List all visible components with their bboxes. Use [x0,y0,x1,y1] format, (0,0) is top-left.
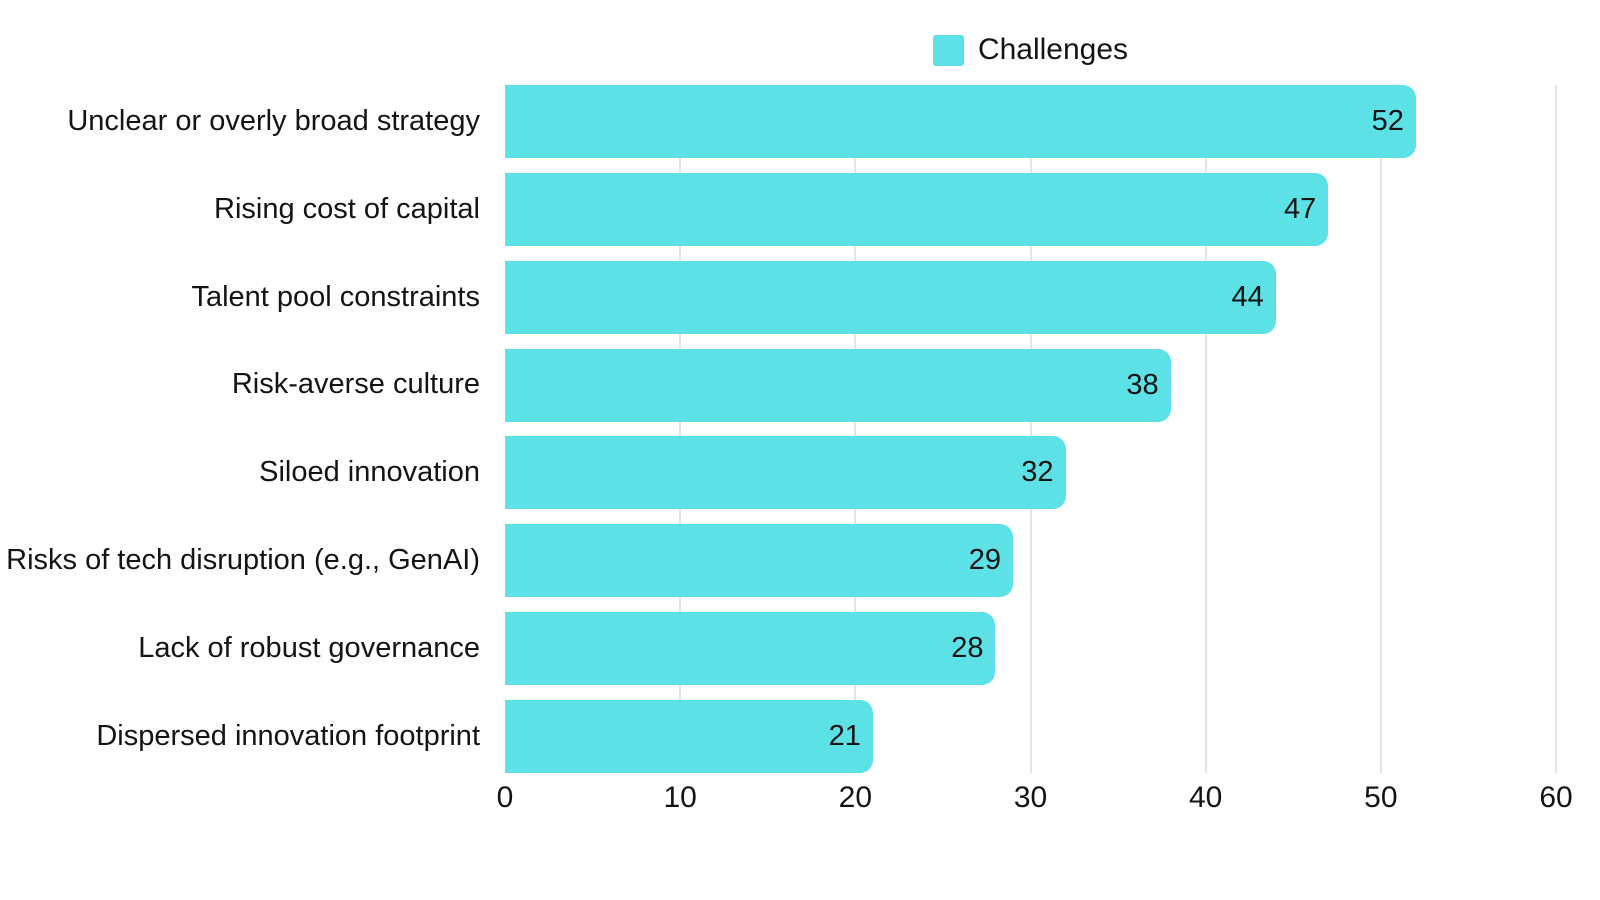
plot-area: 52 47 44 38 32 29 28 21 [505,85,1557,773]
gridline-20 [854,85,857,773]
bar-4: 32 [505,436,1066,510]
x-tick-label-10: 10 [663,781,697,814]
bar-value-label: 21 [828,719,861,752]
bar-value-label: 38 [1126,368,1159,401]
bar-row: 38 [505,348,1556,422]
x-tick-label-60: 60 [1539,781,1573,814]
bar-value-label: 28 [951,632,984,665]
category-label: Risk-averse culture [231,368,480,401]
bar-2: 44 [505,260,1276,334]
category-label: Unclear or overly broad strategy [67,104,480,137]
x-tick-label-20: 20 [838,781,873,814]
y-axis-category-labels: Unclear or overly broad strategy Rising c… [6,85,480,773]
gridline-40 [1204,85,1207,773]
gridline-30 [1029,85,1032,773]
category-label: Talent pool constraints [191,280,480,313]
bar-5: 29 [505,524,1013,598]
bar-3: 38 [505,348,1171,422]
gridline-10 [679,85,682,773]
bar-value-label: 32 [1021,456,1054,489]
bar-7: 21 [505,699,873,773]
category-label: Dispersed innovation footprint [96,719,480,752]
legend-swatch-challenges [932,34,964,66]
x-axis: 0 10 20 30 40 50 60 [0,781,1600,821]
category-label: Siloed innovation [259,456,480,489]
bar-value-label: 29 [968,544,1001,577]
bar-row: 47 [505,172,1556,246]
bar-row: 52 [505,85,1556,158]
bar-0: 52 [505,85,1416,158]
category-label: Rising cost of capital [214,192,480,225]
gridline-60 [1555,85,1557,773]
x-tick-label-0: 0 [496,781,514,814]
x-tick-label-50: 50 [1364,781,1398,814]
legend-label: Challenges [977,33,1129,66]
bar-row: 28 [505,612,1556,686]
bar-row: 44 [505,260,1556,334]
category-label: Lack of robust governance [138,631,480,664]
bar-row: 21 [505,699,1556,773]
bar-value-label: 47 [1284,192,1317,225]
x-tick-label-30: 30 [1013,781,1048,814]
bar-row: 32 [505,436,1556,510]
legend: Challenges [505,30,1556,70]
gridline-50 [1379,85,1382,773]
bar-1: 47 [505,172,1329,246]
bar-6: 28 [505,612,996,686]
x-tick-label-40: 40 [1188,781,1223,814]
bar-value-label: 52 [1371,105,1404,137]
category-label: Risks of tech disruption (e.g., GenAI) [6,544,480,577]
bar-value-label: 44 [1231,280,1264,313]
bar-series-challenges: 52 47 44 38 32 29 28 21 [505,85,1556,773]
bar-row: 29 [505,524,1556,598]
